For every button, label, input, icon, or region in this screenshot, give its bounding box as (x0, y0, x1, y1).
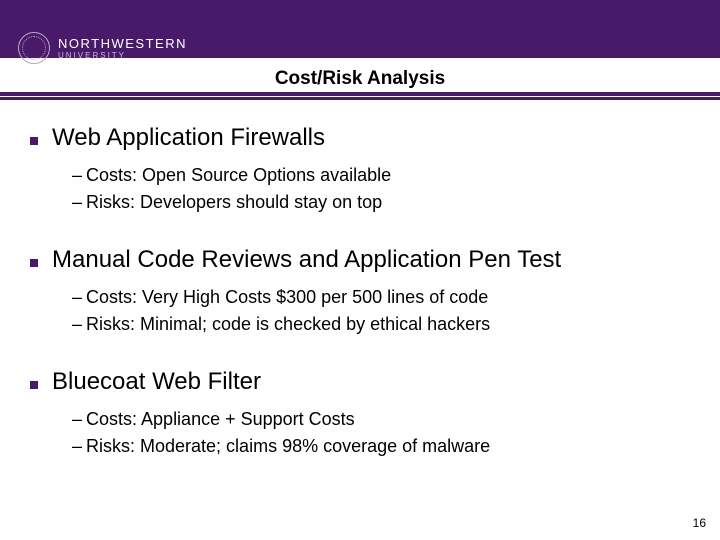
section-code-review: Manual Code Reviews and Application Pen … (30, 246, 690, 338)
dash-icon: – (72, 314, 82, 334)
list-item: –Risks: Moderate; claims 98% coverage of… (72, 433, 690, 460)
list-item: –Costs: Very High Costs $300 per 500 lin… (72, 284, 690, 311)
section-head: Web Application Firewalls (30, 124, 690, 152)
dash-icon: – (72, 192, 82, 212)
square-bullet-icon (30, 137, 38, 145)
wordmark: NORTHWESTERN UNIVERSITY (58, 37, 187, 60)
slide-content: Web Application Firewalls –Costs: Open S… (0, 96, 720, 460)
slide-header: NORTHWESTERN UNIVERSITY Cost/Risk Analys… (0, 0, 720, 96)
sub-list: –Costs: Open Source Options available –R… (30, 162, 690, 216)
sub-list: –Costs: Appliance + Support Costs –Risks… (30, 406, 690, 460)
section-bluecoat: Bluecoat Web Filter –Costs: Appliance + … (30, 368, 690, 460)
list-item: –Risks: Developers should stay on top (72, 189, 690, 216)
sub-list: –Costs: Very High Costs $300 per 500 lin… (30, 284, 690, 338)
item-text: Costs: Open Source Options available (86, 165, 391, 185)
header-underline (0, 97, 720, 100)
square-bullet-icon (30, 259, 38, 267)
section-title: Bluecoat Web Filter (52, 368, 261, 396)
item-text: Costs: Very High Costs $300 per 500 line… (86, 287, 488, 307)
dash-icon: – (72, 165, 82, 185)
section-title: Manual Code Reviews and Application Pen … (52, 246, 561, 274)
list-item: –Costs: Open Source Options available (72, 162, 690, 189)
university-seal-icon (18, 32, 50, 64)
dash-icon: – (72, 287, 82, 307)
item-text: Costs: Appliance + Support Costs (86, 409, 355, 429)
section-title: Web Application Firewalls (52, 124, 325, 152)
square-bullet-icon (30, 381, 38, 389)
item-text: Risks: Minimal; code is checked by ethic… (86, 314, 490, 334)
item-text: Risks: Developers should stay on top (86, 192, 382, 212)
dash-icon: – (72, 409, 82, 429)
list-item: –Costs: Appliance + Support Costs (72, 406, 690, 433)
dash-icon: – (72, 436, 82, 456)
slide-title: Cost/Risk Analysis (140, 62, 580, 90)
section-waf: Web Application Firewalls –Costs: Open S… (30, 124, 690, 216)
section-head: Bluecoat Web Filter (30, 368, 690, 396)
brand-main: NORTHWESTERN (58, 37, 187, 50)
page-number: 16 (693, 516, 706, 530)
section-head: Manual Code Reviews and Application Pen … (30, 246, 690, 274)
item-text: Risks: Moderate; claims 98% coverage of … (86, 436, 490, 456)
list-item: –Risks: Minimal; code is checked by ethi… (72, 311, 690, 338)
